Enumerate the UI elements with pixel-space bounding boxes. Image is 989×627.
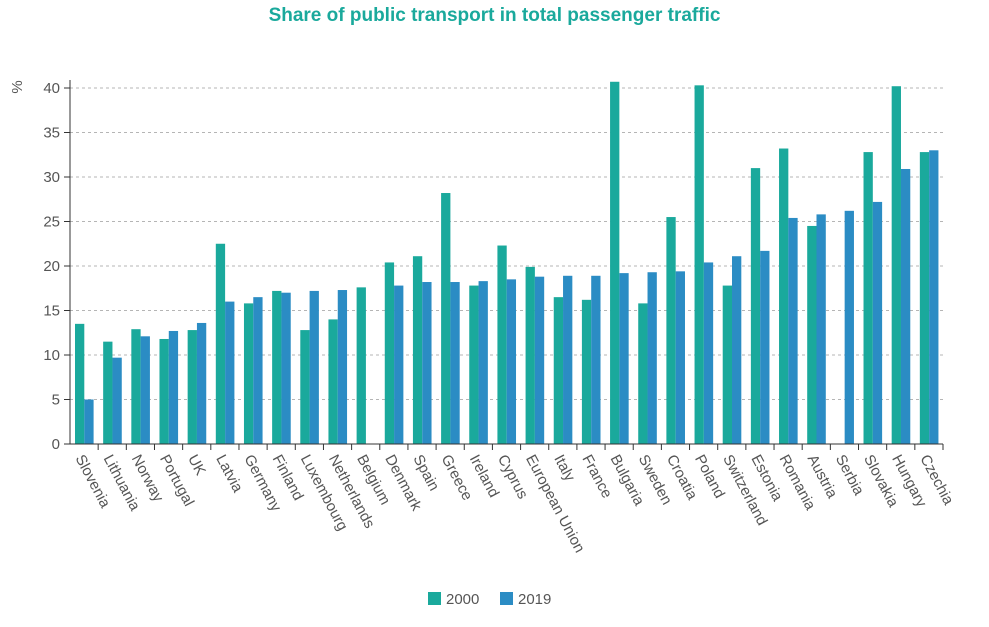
bar-2019-norway — [140, 336, 150, 444]
bar-2000-lithuania — [103, 341, 113, 444]
y-axis-label: % — [9, 80, 26, 93]
bar-2019-uk — [196, 322, 207, 444]
bar-2000-estonia — [750, 168, 761, 444]
bar-2019-hungary — [900, 168, 911, 445]
bar-2019-greece — [450, 282, 460, 444]
bar-2000-bulgaria — [610, 81, 620, 445]
bar-2000-portugal — [159, 338, 169, 444]
bar-2000-belgium — [356, 287, 366, 444]
bar-2000-poland — [694, 85, 704, 444]
bar-2019-bulgaria — [619, 273, 629, 444]
bar-2000-spain — [412, 256, 423, 444]
bar-2000-latvia — [215, 243, 226, 444]
legend-label-2000: 2000 — [446, 591, 479, 608]
bar-2019-switzerland — [732, 256, 742, 444]
bar-2019-germany — [253, 297, 263, 444]
bar-2000-european-union — [525, 266, 535, 444]
bar-2019-european-union — [534, 276, 545, 444]
bar-2019-italy — [563, 275, 573, 444]
bar-2019-estonia — [760, 250, 770, 444]
y-tick-label: 40 — [43, 80, 60, 97]
bar-2019-finland — [281, 292, 291, 444]
bar-2000-switzerland — [722, 285, 733, 444]
bar-2000-netherlands — [328, 319, 338, 444]
y-tick-label: 20 — [43, 258, 60, 275]
bar-2000-italy — [553, 297, 564, 444]
bar-2000-cyprus — [497, 245, 507, 444]
bars — [75, 81, 939, 445]
bar-2000-finland — [272, 290, 282, 444]
bar-2000-hungary — [891, 86, 901, 444]
y-tick-label: 5 — [52, 392, 60, 409]
bar-2019-slovakia — [872, 201, 883, 444]
bar-2000-slovakia — [863, 152, 873, 444]
bar-2000-czechia — [919, 152, 930, 444]
bar-2019-denmark — [394, 285, 404, 444]
y-tick-label: 15 — [43, 303, 60, 320]
y-tick-label: 30 — [43, 169, 60, 186]
bar-2019-czechia — [929, 150, 939, 445]
bar-2019-ireland — [478, 281, 488, 444]
y-tick-label: 25 — [43, 214, 60, 231]
bar-2019-latvia — [225, 301, 235, 444]
bar-2000-ireland — [469, 285, 479, 444]
bar-2000-france — [581, 299, 592, 444]
bar-2000-croatia — [666, 217, 676, 444]
bar-2000-luxembourg — [300, 330, 310, 444]
bar-2019-sweden — [647, 272, 657, 444]
bar-2000-austria — [807, 225, 817, 444]
bar-2019-france — [591, 275, 601, 444]
bar-2019-lithuania — [112, 357, 122, 444]
y-tick-label: 35 — [43, 125, 60, 142]
chart-title: Share of public transport in total passe… — [268, 5, 721, 26]
bar-2000-norway — [131, 329, 141, 444]
legend: 2000 2019 — [428, 591, 551, 608]
bar-2019-croatia — [675, 271, 685, 444]
bar-2000-uk — [187, 330, 197, 444]
bar-2000-slovenia — [75, 323, 85, 444]
bar-2000-sweden — [638, 303, 648, 444]
bar-2019-serbia — [844, 210, 854, 444]
bar-2000-germany — [243, 303, 254, 444]
legend-label-2019: 2019 — [518, 591, 551, 608]
bar-2019-austria — [816, 214, 826, 444]
y-tick-label: 0 — [52, 436, 60, 453]
x-tick-label: UK — [184, 452, 209, 478]
bar-2019-romania — [788, 217, 798, 444]
y-tick-label: 10 — [43, 347, 60, 364]
bar-2019-netherlands — [337, 290, 348, 444]
bar-2000-greece — [441, 193, 451, 444]
legend-swatch-2000 — [428, 592, 441, 605]
bar-2019-spain — [422, 282, 432, 444]
bar-2019-cyprus — [506, 279, 517, 444]
bar-2019-portugal — [168, 330, 179, 444]
y-axis: 0 5 10 15 20 25 30 35 40% — [9, 80, 71, 453]
x-tick-label: Italy — [550, 452, 578, 485]
bar-2019-luxembourg — [309, 290, 319, 444]
bar-2019-poland — [703, 262, 714, 444]
bar-2019-slovenia — [84, 399, 94, 444]
bar-2000-denmark — [384, 262, 395, 444]
legend-swatch-2019 — [500, 592, 513, 605]
bar-2000-romania — [779, 148, 789, 444]
